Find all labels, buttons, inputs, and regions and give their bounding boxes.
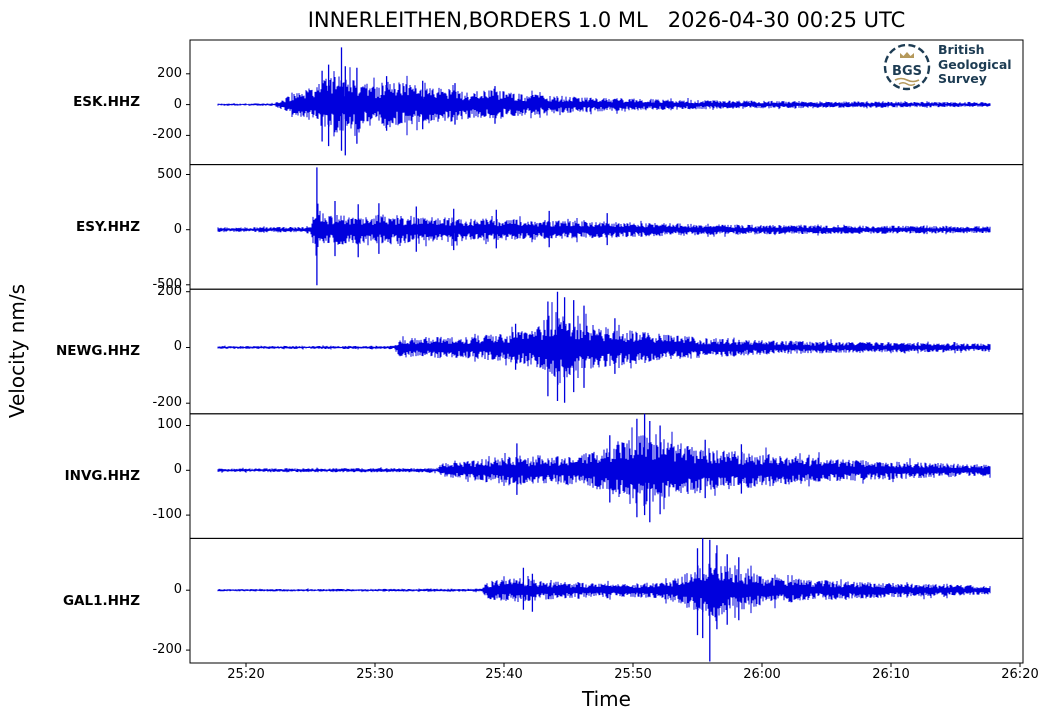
wave-icon — [894, 77, 920, 83]
x-tick-label: 26:20 — [1001, 667, 1039, 682]
y-tick-label: 0 — [173, 462, 182, 478]
waveform-spikes — [321, 47, 496, 156]
waveform-trace — [217, 302, 991, 385]
y-tick-label: 200 — [157, 283, 182, 299]
y-tick-label: 0 — [173, 339, 182, 355]
y-tick-label: 500 — [157, 166, 182, 182]
y-tick-label: -200 — [152, 642, 182, 658]
y-tick-label: -500 — [152, 276, 182, 292]
waveform-spikes — [516, 413, 743, 523]
station-label: NEWG.HHZ — [55, 343, 140, 359]
panel-border — [189, 537, 1024, 664]
x-tick-label: 26:10 — [872, 667, 910, 682]
waveform-trace — [217, 67, 991, 137]
figure-title: INNERLEITHEN,BORDERS 1.0 ML 2026-04-30 0… — [307, 8, 906, 32]
x-tick-label: 26:00 — [743, 667, 781, 682]
crown-icon — [900, 52, 914, 58]
logo-line: Geological — [938, 56, 1012, 72]
logo-line: British — [938, 42, 985, 57]
y-tick-label: 100 — [157, 417, 182, 433]
x-tick-label: 25:20 — [227, 667, 265, 682]
y-tick-label: -200 — [152, 127, 182, 143]
y-tick-label: 0 — [173, 96, 182, 112]
y-tick-label: -100 — [152, 507, 182, 523]
x-axis-title: Time — [582, 687, 631, 711]
x-tick-label: 25:50 — [614, 667, 652, 682]
station-label: ESK.HHZ — [73, 94, 140, 110]
waveform-spikes — [522, 538, 740, 662]
station-label: GAL1.HHZ — [62, 593, 140, 609]
bgs-roundel-icon: BGS — [883, 43, 931, 91]
waveform-trace — [217, 553, 991, 622]
station-label: ESY.HHZ — [76, 219, 140, 235]
x-tick-label: 25:30 — [356, 667, 394, 682]
bgs-abbr: BGS — [892, 64, 922, 79]
y-tick-label: 0 — [173, 582, 182, 598]
wave-icon — [898, 82, 916, 86]
y-tick-label: 200 — [157, 65, 182, 81]
waveform-trace — [217, 203, 991, 256]
logo-line: Survey — [938, 71, 987, 86]
waveform-spikes — [316, 167, 608, 286]
waveform-spikes — [514, 291, 616, 403]
station-label: INVG.HHZ — [64, 468, 140, 484]
y-tick-label: 0 — [173, 221, 182, 237]
x-tick-label: 25:40 — [485, 667, 523, 682]
waveform-trace — [217, 427, 991, 510]
bgs-logo: BGS British Geological Survey — [878, 40, 1030, 94]
y-tick-label: -200 — [152, 395, 182, 411]
bgs-logo-text: British Geological Survey — [938, 42, 1012, 87]
